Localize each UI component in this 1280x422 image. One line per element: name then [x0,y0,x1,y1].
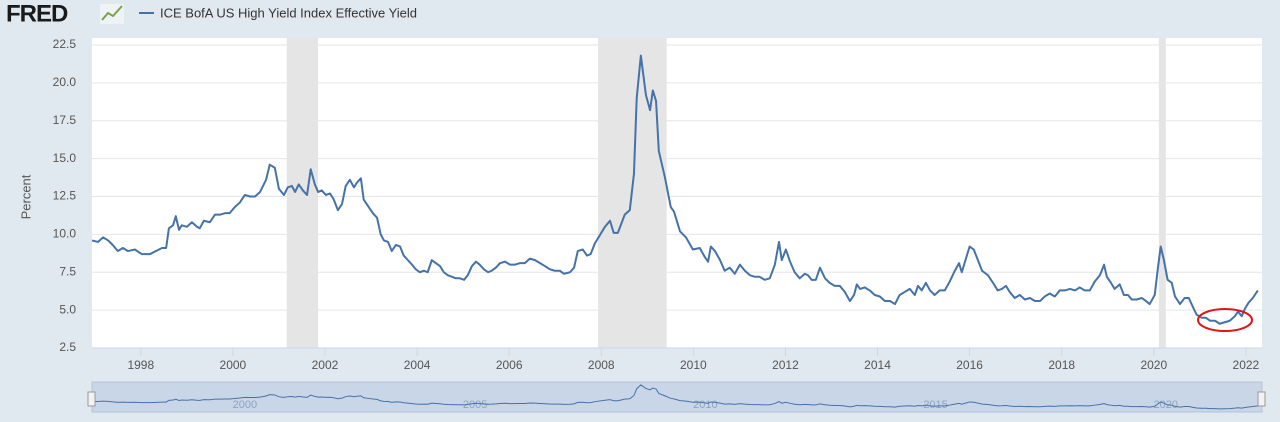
x-tick-label: 1998 [127,358,154,372]
logo-icon [100,4,124,24]
navigator-series [91,384,1258,410]
x-tick-label: 2012 [772,358,799,372]
navigator-handle[interactable] [1257,391,1266,407]
y-tick-label: 20.0 [53,75,77,89]
navigator [91,381,1263,413]
logo: FRED [6,0,68,27]
x-tick-label: 2022 [1233,358,1260,372]
y-tick-label: 7.5 [59,264,76,278]
x-tick-label: 2014 [864,358,891,372]
x-tick-label: 2006 [496,358,523,372]
recession-band [1158,38,1166,348]
y-tick-label: 12.5 [53,189,77,203]
line-series [91,54,1259,325]
x-tick-label: 2002 [312,358,339,372]
y-tick-label: 22.5 [53,37,77,51]
navigator-tick-label: 2010 [693,399,717,411]
navigator-handle[interactable] [87,391,96,407]
recession-band [286,38,319,348]
navigator-tick-label: 2020 [1154,399,1178,411]
x-tick-label: 2000 [220,358,247,372]
y-axis-title: Percent [18,174,33,219]
x-tick-label: 2010 [680,358,707,372]
navigator-tick-label: 2015 [923,399,947,411]
y-tick-label: 17.5 [53,113,77,127]
navigator-tick-label: 2000 [233,399,257,411]
x-tick-label: 2018 [1048,358,1075,372]
navigator-tick-label: 2005 [463,399,487,411]
plot-area [92,38,1262,348]
annotation-circle [1197,308,1253,332]
y-tick-label: 2.5 [59,340,76,354]
x-tick-label: 2008 [588,358,615,372]
y-tick-label: 5.0 [59,302,76,316]
y-tick-label: 10.0 [53,227,77,241]
legend-label: ICE BofA US High Yield Index Effective Y… [160,5,417,20]
x-tick-label: 2020 [1140,358,1167,372]
x-tick-label: 2004 [404,358,431,372]
y-tick-label: 15.0 [53,151,77,165]
x-tick-label: 2016 [956,358,983,372]
